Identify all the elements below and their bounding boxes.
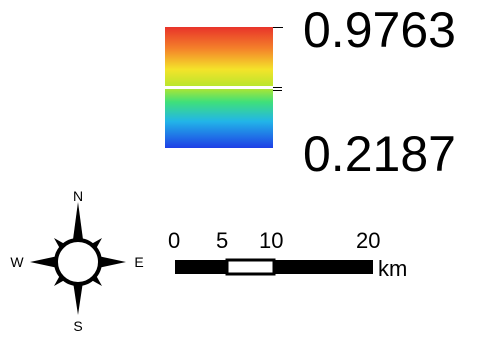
scale-unit-label: km xyxy=(378,256,408,281)
north-arrow-ring xyxy=(54,238,102,286)
north-arrow-east-spike xyxy=(98,256,126,268)
color-ramp-white-line xyxy=(165,86,273,89)
legend-mid-tick-2 xyxy=(273,90,282,91)
legend-mid-tick-1 xyxy=(273,87,282,88)
scale-tick-label-10: 10 xyxy=(259,228,284,253)
color-ramp-legend xyxy=(165,27,273,148)
scale-tick-label-5: 5 xyxy=(216,228,229,253)
west-label: W xyxy=(10,254,24,270)
scale-segment-10-20 xyxy=(274,260,373,274)
scale-bar: 0 5 10 20 km xyxy=(160,220,460,300)
scale-segment-5-10 xyxy=(225,258,276,276)
north-label: N xyxy=(73,188,83,204)
north-arrow: N S W E xyxy=(10,188,143,334)
scale-tick-label-0: 0 xyxy=(168,228,181,253)
scale-segment-0-5 xyxy=(175,260,227,274)
legend-max-label: 0.9763 xyxy=(303,2,456,58)
north-arrow-west-spike xyxy=(30,256,58,268)
scale-bar-graphic xyxy=(175,258,373,276)
legend-max-tick xyxy=(273,27,283,28)
north-arrow-north-spike xyxy=(72,202,84,247)
legend-min-label: 0.2187 xyxy=(303,126,456,182)
scale-tick-label-20: 20 xyxy=(356,228,381,253)
east-label: E xyxy=(134,254,143,270)
south-label: S xyxy=(73,318,82,334)
